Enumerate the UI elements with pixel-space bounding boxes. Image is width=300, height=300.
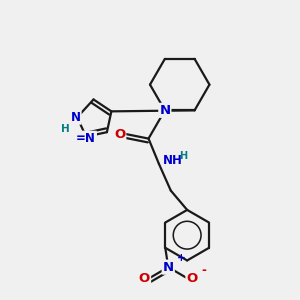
Text: +: + [177,253,185,262]
Text: N: N [159,104,170,117]
Text: NH: NH [163,154,183,167]
Text: =N: =N [76,132,96,145]
Text: O: O [186,272,198,285]
Text: N: N [71,111,81,124]
Text: H: H [179,151,188,160]
Text: O: O [139,272,150,285]
Text: O: O [114,128,125,141]
Text: H: H [61,124,70,134]
Text: -: - [201,264,206,277]
Text: N: N [163,261,174,274]
